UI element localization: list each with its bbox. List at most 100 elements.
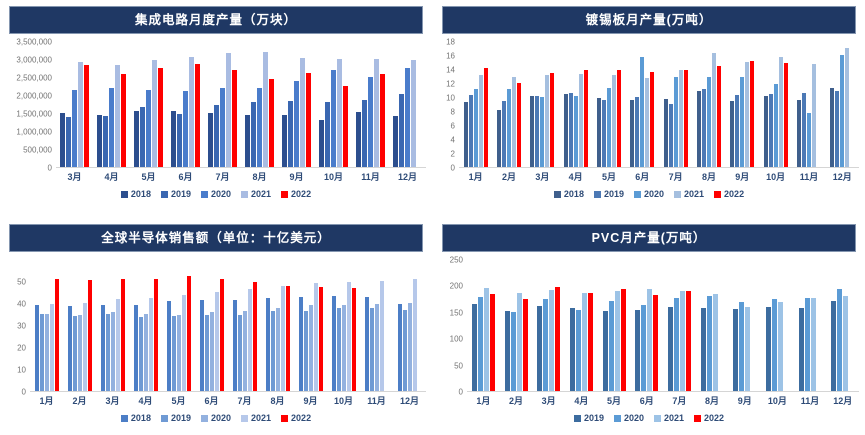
bar-2018-12月 <box>397 304 402 391</box>
bar-group-2月 <box>500 260 533 391</box>
legend-swatch-2021 <box>241 190 249 198</box>
bar-2019-9月 <box>288 100 293 167</box>
bar-group-4月 <box>129 260 162 391</box>
legend-swatch-2018 <box>553 190 561 198</box>
bar-group-11月 <box>352 42 389 167</box>
bar-2021-9月 <box>745 306 751 391</box>
bar-2020-1月 <box>44 313 49 391</box>
bar-2020-6月 <box>640 56 645 167</box>
bar-group-3月 <box>96 260 129 391</box>
y-axis-tick: 3,000,000 <box>16 55 52 65</box>
bar-2019-2月 <box>501 101 506 167</box>
legend-swatch-2019 <box>593 190 601 198</box>
bar-2020-8月 <box>275 308 280 391</box>
bar-2021-6月 <box>189 56 194 167</box>
y-axis-tick: 0 <box>47 163 52 173</box>
bar-2022-10月 <box>351 287 356 391</box>
bar-2020-4月 <box>143 313 148 391</box>
bar-2021-7月 <box>678 70 683 167</box>
x-axis-label-7月: 7月 <box>672 396 687 406</box>
legend: 2018 2019 2020 2021 2022 <box>433 186 865 202</box>
bar-2022-4月 <box>153 278 158 391</box>
bar-2018-9月 <box>730 101 735 167</box>
x-axis-label-6月: 6月 <box>635 172 650 182</box>
bar-2022-9月 <box>318 287 323 391</box>
bar-2021-6月 <box>214 291 219 391</box>
legend-label-2021: 2021 <box>664 413 685 423</box>
x-axis-label-5月: 5月 <box>171 396 186 406</box>
bar-2022-8月 <box>285 286 290 391</box>
legend-swatch-2019 <box>160 414 168 422</box>
legend-swatch-2021 <box>654 414 661 422</box>
legend-item-2018: 2018 <box>120 189 151 199</box>
y-axis-tick: 4 <box>450 135 455 145</box>
x-axis-label-6月: 6月 <box>178 172 193 182</box>
legend-label-2020: 2020 <box>210 189 232 199</box>
bar-2019-1月 <box>39 313 44 391</box>
bar-2020-1月 <box>473 88 478 167</box>
bar-2021-8月 <box>280 286 285 391</box>
bar-2022-6月 <box>219 278 224 391</box>
bar-2020-2月 <box>506 89 511 167</box>
bar-2020-6月 <box>183 91 188 167</box>
y-axis-tick: 1,500,000 <box>16 109 52 119</box>
bar-2020-3月 <box>72 90 77 167</box>
legend-swatch-2021 <box>241 414 249 422</box>
bar-group-9月 <box>278 42 315 167</box>
bar-2019-2月 <box>504 311 510 391</box>
bar-group-12月 <box>389 42 426 167</box>
bar-group-11月 <box>360 260 393 391</box>
bar-2021-12月 <box>843 296 849 391</box>
bar-2021-1月 <box>483 287 489 391</box>
x-axis-label-3月: 3月 <box>541 396 556 406</box>
plot-area <box>30 260 426 392</box>
bar-2020-10月 <box>341 304 346 391</box>
y-axis-tick: 0 <box>450 163 455 173</box>
x-axis-label-12月: 12月 <box>833 396 853 406</box>
bar-2018-10月 <box>319 120 324 167</box>
bar-2020-11月 <box>804 297 810 391</box>
bar-group-5月 <box>598 260 631 391</box>
bar-2021-11月 <box>810 298 816 391</box>
bar-2018-3月 <box>60 113 65 167</box>
y-axis: 0 2 4 6 8 10 12 14 16 18 <box>437 38 459 173</box>
bar-2022-3月 <box>550 73 555 167</box>
bar-group-5月 <box>592 42 625 167</box>
bar-group-4月 <box>93 42 130 167</box>
bar-2019-4月 <box>138 316 143 391</box>
bar-2019-11月 <box>369 308 374 391</box>
bar-2019-5月 <box>601 99 606 167</box>
bar-2021-2月 <box>516 293 522 391</box>
legend-item-2018: 2018 <box>553 189 584 199</box>
bar-2022-3月 <box>84 65 89 167</box>
y-axis: 0 50 100 150 200 250 <box>437 256 467 397</box>
bar-2018-4月 <box>133 304 138 391</box>
bar-group-9月 <box>726 42 759 167</box>
bar-2021-8月 <box>711 53 716 167</box>
bar-2019-11月 <box>801 93 806 167</box>
bar-2018-12月 <box>830 87 835 167</box>
bar-2020-9月 <box>739 301 745 391</box>
bar-2022-5月 <box>620 288 626 391</box>
bar-2018-3月 <box>530 96 535 167</box>
bar-2020-6月 <box>641 305 647 391</box>
legend-label-2021: 2021 <box>684 189 705 199</box>
legend-item-2019: 2019 <box>593 189 624 199</box>
legend-label-2020: 2020 <box>643 189 665 199</box>
bar-2020-3月 <box>110 312 115 391</box>
bar-group-3月 <box>532 260 565 391</box>
bar-group-7月 <box>228 260 261 391</box>
y-axis-tick: 14 <box>446 65 455 75</box>
bar-group-11月 <box>792 42 825 167</box>
bar-2019-10月 <box>325 102 330 167</box>
bar-group-6月 <box>626 42 659 167</box>
bar-2021-4月 <box>115 64 120 167</box>
x-axis-label-10月: 10月 <box>333 396 353 406</box>
bar-2020-12月 <box>840 55 845 167</box>
plot-area <box>467 260 859 392</box>
x-axis-labels: 1月 2月 3月 4月 5月 6月 7月 8月 9月 10月 11月 12月 <box>4 394 426 408</box>
chart-title: 全球半导体销售额（单位：十亿美元） <box>9 224 423 252</box>
x-axis-label-11月: 11月 <box>800 396 820 406</box>
bar-2019-7月 <box>214 104 219 167</box>
